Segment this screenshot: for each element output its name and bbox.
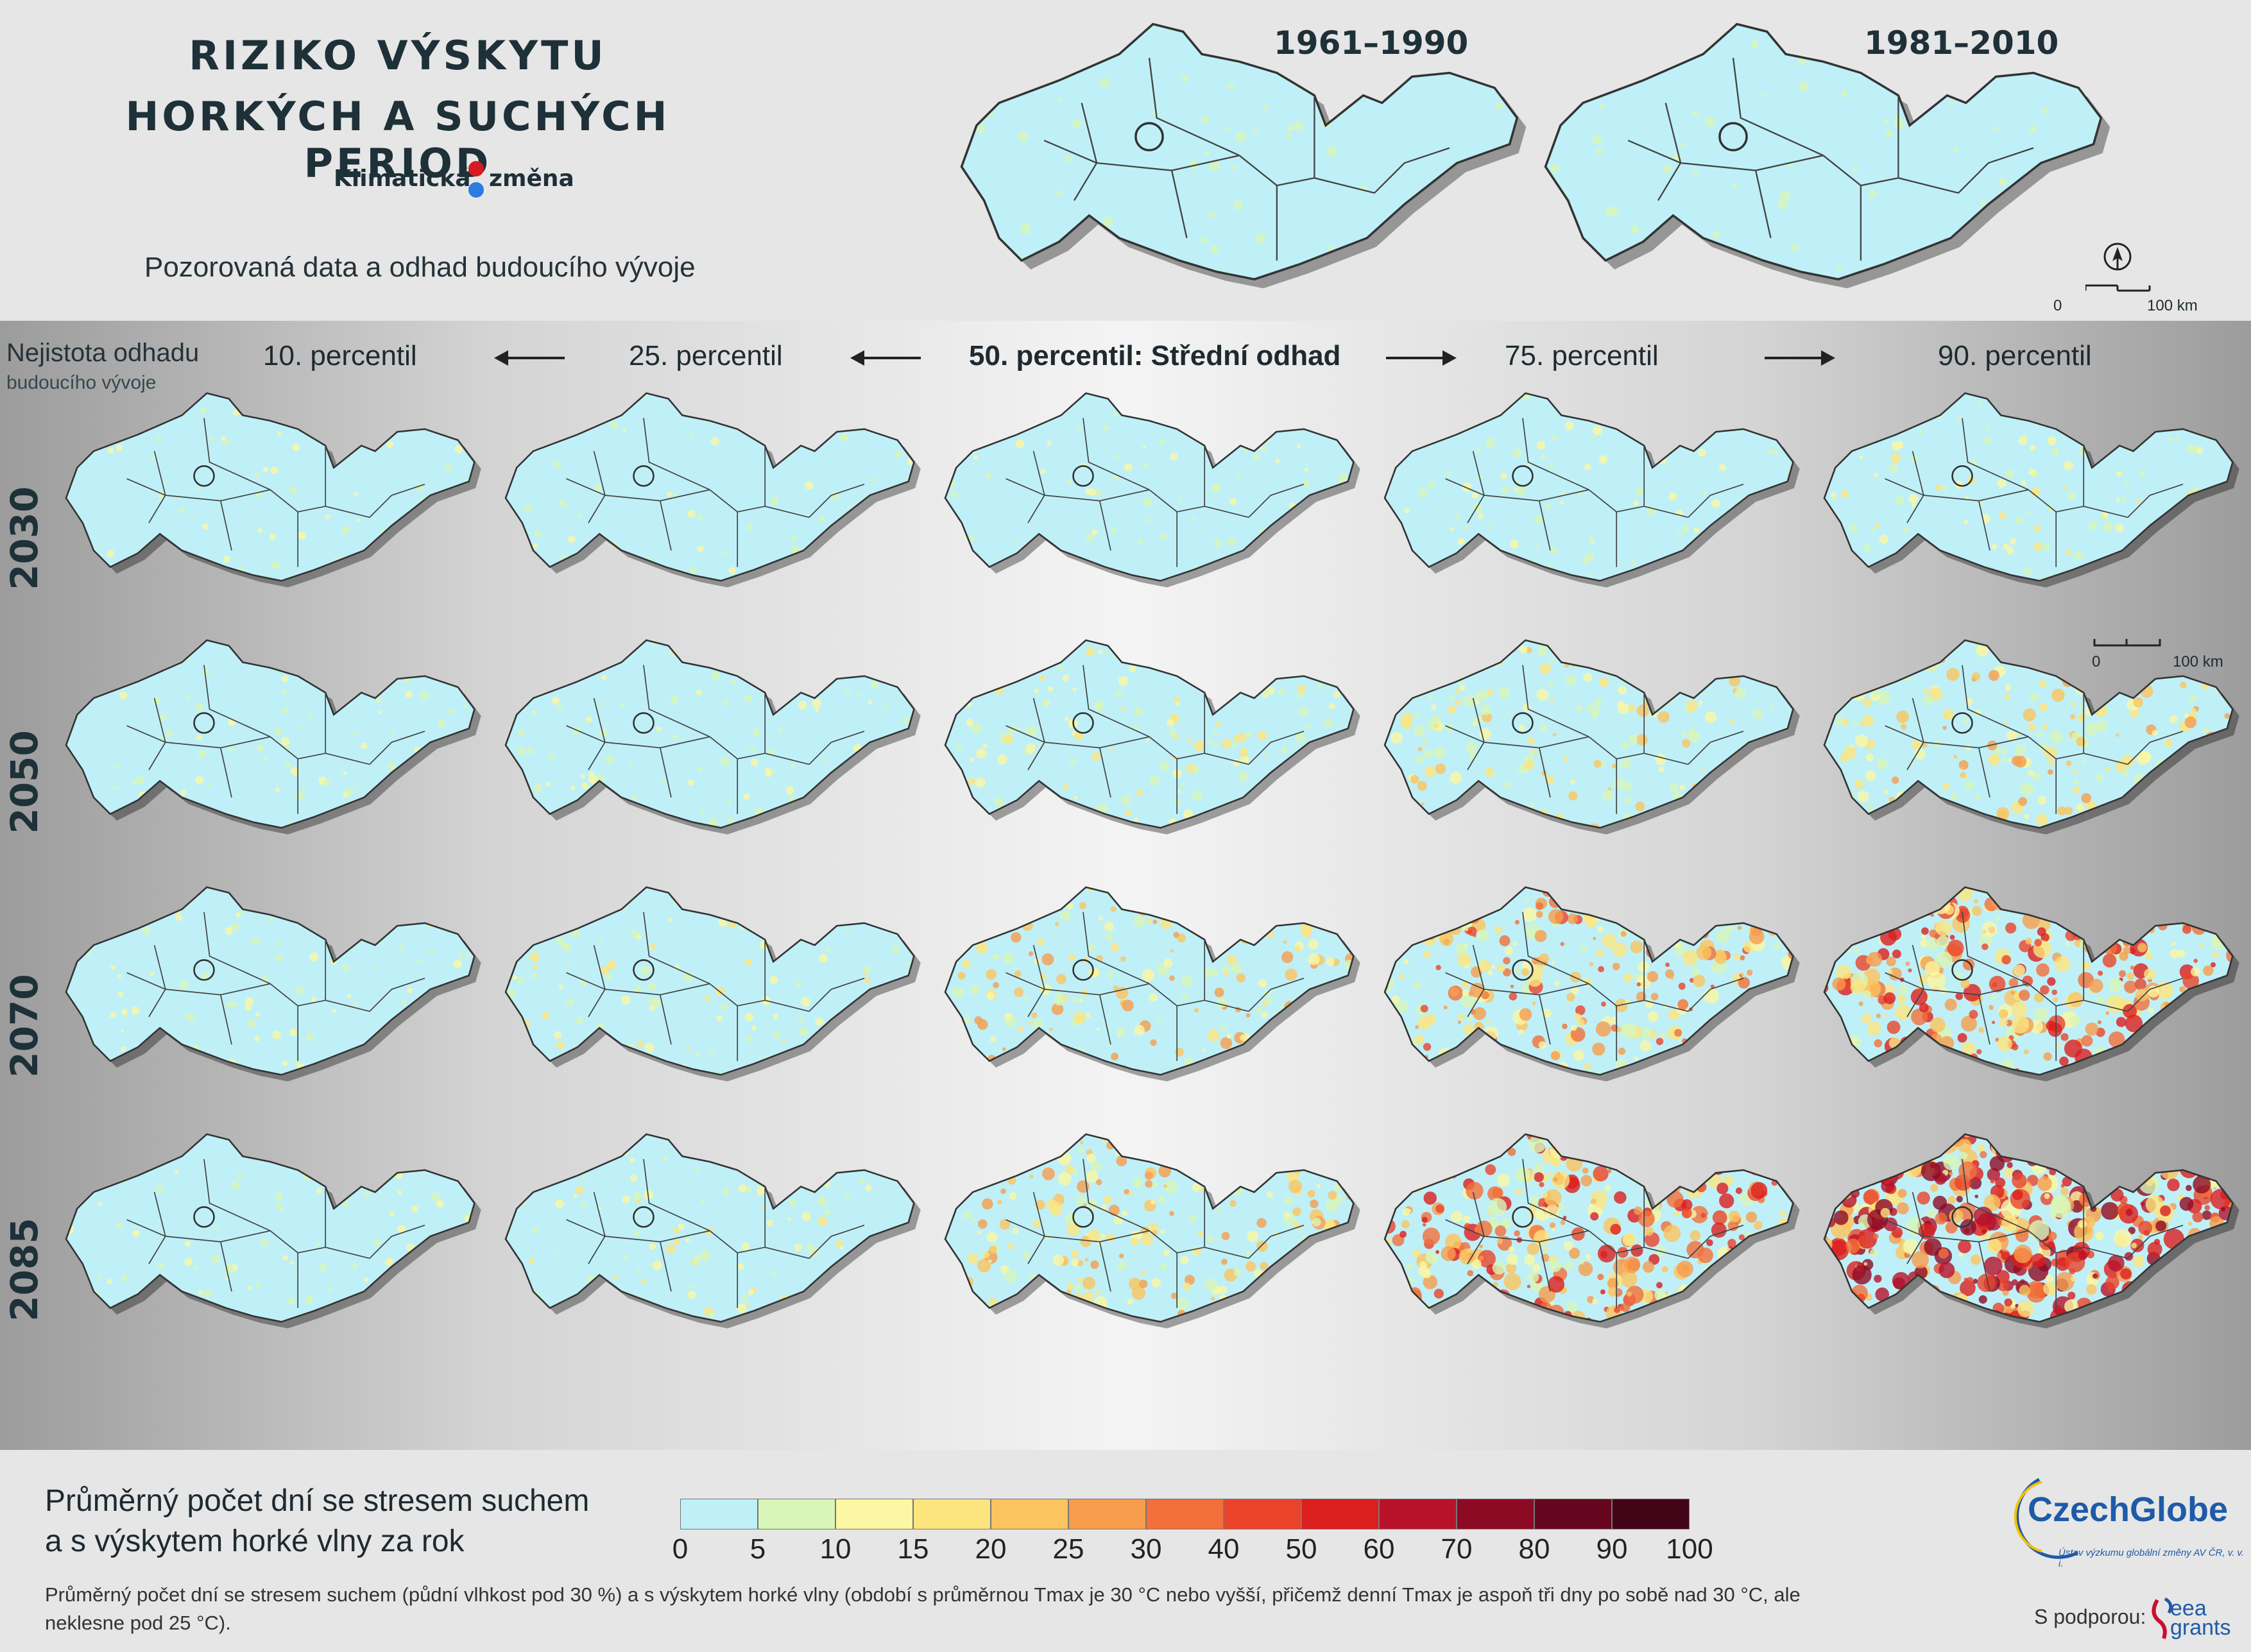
legend-tick-label: 15 [897, 1533, 929, 1565]
brand-text-1: Klimatická [334, 166, 471, 192]
legend-swatch [1457, 1499, 1534, 1529]
map-2070-p10 [65, 886, 481, 1082]
legend-swatch [680, 1499, 758, 1529]
legend-tick-label: 50 [1285, 1533, 1317, 1565]
footnote: Průměrný počet dní se stresem suchem (pů… [45, 1583, 1801, 1634]
map-2070-p90 [1823, 886, 2239, 1082]
legend-tick-label: 100 [1666, 1533, 1713, 1565]
map-2085-p50 [944, 1133, 1360, 1329]
brand-text-2: změna [489, 166, 574, 192]
legend-swatch [1612, 1499, 1690, 1529]
legend-tick-label: 20 [975, 1533, 1007, 1565]
scale-bar-start-top: 0 [2053, 297, 2062, 314]
main-title-line1: RIZIKO VÝSKYTU [189, 32, 607, 79]
main-title-line2: HORKÝCH A SUCHÝCH PERIOD [125, 93, 671, 187]
footer-panel [0, 1450, 2251, 1652]
percentile-label-75: 75. percentil [1505, 340, 1659, 371]
arrow-right-icon [1765, 350, 1835, 366]
subtitle: Pozorovaná data a odhad budoucího vývoje [144, 251, 696, 283]
legend-tick-label: 60 [1363, 1533, 1395, 1565]
eea-grants-name: eea grants [2170, 1596, 2231, 1640]
legend-tick-label: 70 [1441, 1533, 1473, 1565]
scale-bar-mid-icon [2093, 639, 2161, 647]
period-label-1981-2010: 1981–2010 [1864, 24, 2059, 62]
czechglobe-tagline: Ústav výzkumu globální změny AV ČR, v. v… [2058, 1547, 2244, 1569]
arrow-left-icon [494, 350, 565, 366]
legend-tick-label: 90 [1596, 1533, 1628, 1565]
percentile-label-50: 50. percentil: Střední odhad [969, 340, 1341, 371]
map-2050-p25 [504, 639, 921, 835]
arrow-right-icon [1386, 350, 1457, 366]
legend-swatch [1224, 1499, 1301, 1529]
legend-swatch [1379, 1499, 1457, 1529]
map-1961-1990 [960, 22, 1527, 289]
map-2050-p50 [944, 639, 1360, 835]
map-1981-2010 [1544, 22, 2110, 289]
czechglobe-name: CzechGlobe [2028, 1490, 2229, 1529]
legend-tick-label: 0 [672, 1533, 689, 1565]
map-2070-p50 [944, 886, 1360, 1082]
legend-swatch [1534, 1499, 1612, 1529]
map-2070-p25 [504, 886, 921, 1082]
north-arrow-icon [2085, 243, 2151, 292]
percentile-label-90: 90. percentil [1938, 340, 2092, 371]
percentile-label-25: 25. percentil [629, 340, 783, 371]
map-2085-p25 [504, 1133, 921, 1329]
eea-grants-logo-icon [2152, 1597, 2173, 1639]
legend-tick-label: 25 [1052, 1533, 1084, 1565]
legend-tick-label: 30 [1130, 1533, 1162, 1565]
scale-bar-end-top: 100 km [2147, 297, 2198, 314]
legend-swatch [758, 1499, 835, 1529]
legend-tick-label: 80 [1518, 1533, 1550, 1565]
eea-line2: grants [2170, 1615, 2231, 1640]
map-2030-p90 [1823, 392, 2239, 588]
legend-swatch [1068, 1499, 1146, 1529]
support-label: S podporou: [2034, 1605, 2146, 1628]
percentile-label-10: 10. percentil [263, 340, 417, 371]
map-2085-p75 [1383, 1133, 1800, 1329]
legend-swatch [991, 1499, 1068, 1529]
brand-logo-icon [468, 161, 484, 198]
map-2050-p10 [65, 639, 481, 835]
eea-line1: eea [2170, 1596, 2207, 1621]
map-2030-p75 [1383, 392, 1800, 588]
legend-swatch [835, 1499, 913, 1529]
legend-swatch [1301, 1499, 1379, 1529]
period-label-1961-1990: 1961–1990 [1274, 24, 1469, 62]
legend-tick-label: 40 [1208, 1533, 1240, 1565]
scale-bar-end-mid: 100 km [2173, 653, 2223, 670]
map-2050-p75 [1383, 639, 1800, 835]
map-2050-p90 [1823, 639, 2239, 835]
uncertainty-sublabel: budoucího vývoje [6, 372, 157, 393]
map-2030-p25 [504, 392, 921, 588]
map-2085-p90 [1823, 1133, 2239, 1329]
czechglobe-logo-icon [2014, 1477, 2079, 1559]
legend-swatch [913, 1499, 991, 1529]
map-2070-p75 [1383, 886, 1800, 1082]
map-2030-p10 [65, 392, 481, 588]
legend-swatch [1146, 1499, 1224, 1529]
legend-tick-label: 5 [749, 1533, 766, 1565]
map-2030-p50 [944, 392, 1360, 588]
arrow-left-icon [850, 350, 921, 366]
legend-title-line2: a s výskytem horké vlny za rok [45, 1524, 465, 1558]
scale-bar-start-mid: 0 [2092, 653, 2101, 670]
legend-title-line1: Průměrný počet dní se stresem suchem [45, 1484, 590, 1518]
map-2085-p10 [65, 1133, 481, 1329]
legend-tick-label: 10 [819, 1533, 852, 1565]
legend-ticks: 0 5 10 15 20 25 30 40 50 60 70 80 90 100 [0, 1533, 2251, 1572]
uncertainty-label: Nejistota odhadu [6, 339, 200, 367]
